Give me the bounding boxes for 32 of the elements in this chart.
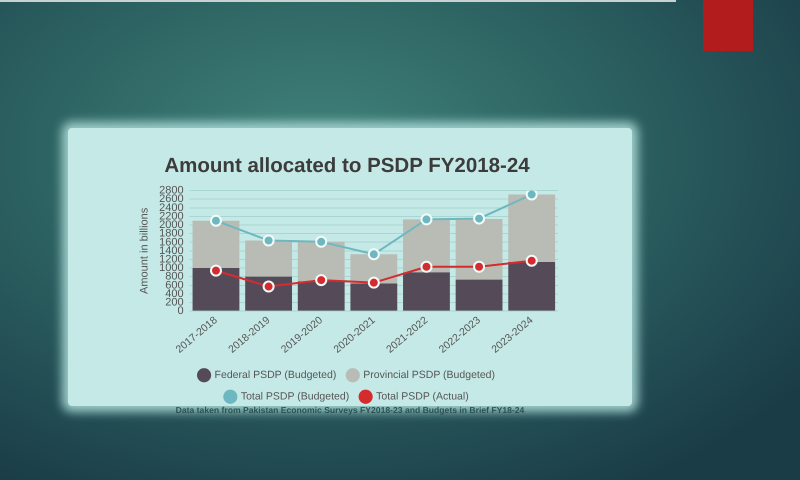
- bar: [350, 284, 398, 311]
- bar: [245, 240, 292, 277]
- y-axis-title: Amount in billions: [138, 207, 151, 294]
- point: [210, 214, 222, 227]
- chart-title: Amount allocated to PSDP FY2018-24: [164, 154, 530, 177]
- point: [473, 260, 486, 273]
- point: [368, 248, 380, 260]
- legend-label: Federal PSDP (Budgeted): [214, 369, 336, 382]
- point: [420, 213, 432, 226]
- legend-label: Total PSDP (Budgeted): [240, 390, 350, 403]
- bar: [456, 280, 502, 311]
- point: [368, 276, 380, 289]
- point: [315, 236, 328, 248]
- point: [262, 234, 275, 247]
- bar: [403, 272, 450, 311]
- y-tick-label: 0: [178, 305, 184, 318]
- point: [262, 280, 275, 293]
- text: Data taken from Pakistan Economic Surveys FY2018-23 and Budgets in Brief FY18-24: [174, 405, 526, 415]
- legend-label: Provincial PSDP (Budgeted): [363, 369, 496, 382]
- point: [526, 190, 538, 200]
- bar: [298, 281, 345, 311]
- point: [420, 260, 432, 273]
- legend-label: Total PSDP (Actual): [376, 390, 469, 403]
- bar: [508, 262, 556, 311]
- bar: [192, 220, 240, 268]
- bar: [508, 194, 556, 262]
- point: [315, 274, 328, 286]
- point: [473, 212, 486, 225]
- bar: [192, 268, 240, 311]
- point: [526, 254, 538, 267]
- bar: [456, 218, 502, 280]
- point: [210, 264, 222, 277]
